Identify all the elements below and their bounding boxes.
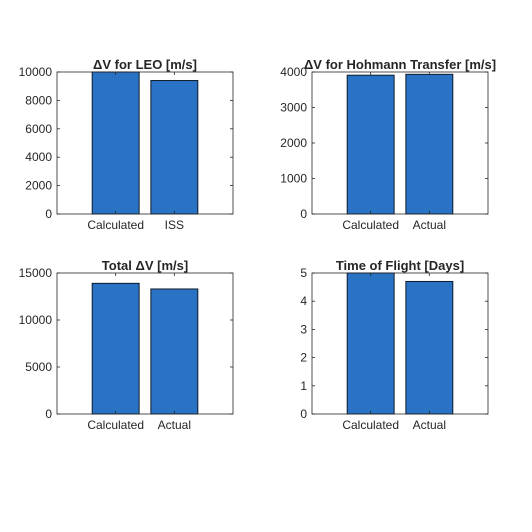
y-tick-label: 6000 bbox=[25, 122, 52, 136]
y-tick-label: 8000 bbox=[25, 93, 52, 107]
y-tick-label: 1 bbox=[300, 379, 307, 393]
bar-iss bbox=[150, 80, 199, 215]
x-tick-label: Actual bbox=[413, 218, 446, 232]
y-tick-label: 0 bbox=[300, 407, 307, 421]
y-tick-label: 2000 bbox=[25, 179, 52, 193]
x-tick-label: ISS bbox=[165, 218, 184, 232]
y-tick-label: 4000 bbox=[280, 65, 307, 79]
y-tick-label: 4000 bbox=[25, 150, 52, 164]
y-tick-label: 0 bbox=[300, 207, 307, 221]
y-tick-label: 5000 bbox=[25, 360, 52, 374]
bar-actual bbox=[405, 73, 454, 215]
y-tick-label: 0 bbox=[45, 207, 52, 221]
y-tick-label: 4 bbox=[300, 294, 307, 308]
x-tick-label: Calculated bbox=[342, 218, 399, 232]
y-tick-label: 10000 bbox=[19, 65, 53, 79]
axes-box bbox=[311, 272, 489, 415]
y-tick-label: 2 bbox=[300, 351, 307, 365]
y-tick-label: 10000 bbox=[19, 313, 53, 327]
x-tick-label: Calculated bbox=[87, 418, 144, 432]
y-tick-label: 5 bbox=[300, 266, 307, 280]
bar-actual bbox=[405, 280, 454, 415]
y-tick-label: 3 bbox=[300, 322, 307, 336]
bar-calculated bbox=[91, 282, 140, 415]
axes-box bbox=[56, 71, 234, 215]
plot-area bbox=[57, 72, 233, 214]
x-tick-label: Calculated bbox=[87, 218, 144, 232]
plot-area bbox=[312, 72, 488, 214]
chart-title: Total ΔV [m/s] bbox=[102, 258, 188, 273]
bar-actual bbox=[150, 288, 199, 415]
x-tick-label: Calculated bbox=[342, 418, 399, 432]
plot-area bbox=[312, 273, 488, 414]
y-tick-label: 1000 bbox=[280, 172, 307, 186]
x-tick-label: Actual bbox=[158, 418, 191, 432]
subplot-1: 0 2000 4000 6000 8000 10000 Calculated ISS ΔV fo… bbox=[19, 57, 234, 232]
y-tick-label: 0 bbox=[45, 407, 52, 421]
bar-calculated bbox=[346, 74, 395, 215]
y-tick-label: 2000 bbox=[280, 136, 307, 150]
chart-title: ΔV for LEO [m/s] bbox=[93, 57, 197, 72]
x-tick-label: Actual bbox=[413, 418, 446, 432]
bar-calculated bbox=[91, 71, 140, 215]
chart-title: ΔV for Hohmann Transfer [m/s] bbox=[304, 57, 496, 72]
chart-title: Time of Flight [Days] bbox=[336, 258, 464, 273]
bar-calculated bbox=[346, 272, 395, 415]
y-tick-label: 15000 bbox=[19, 266, 53, 280]
subplot-4: 0 1 2 3 4 5 Calculated Actual Time of Flight [Da… bbox=[300, 258, 489, 432]
subplot-3: 0 5000 10000 15000 Calculated Actual Total ΔV … bbox=[19, 258, 234, 432]
y-tick-label: 3000 bbox=[280, 101, 307, 115]
axes-box bbox=[56, 272, 234, 415]
subplot-2: 0 1000 2000 3000 4000 Calculated Actual ΔV for … bbox=[280, 57, 496, 232]
plot-area bbox=[57, 273, 233, 414]
